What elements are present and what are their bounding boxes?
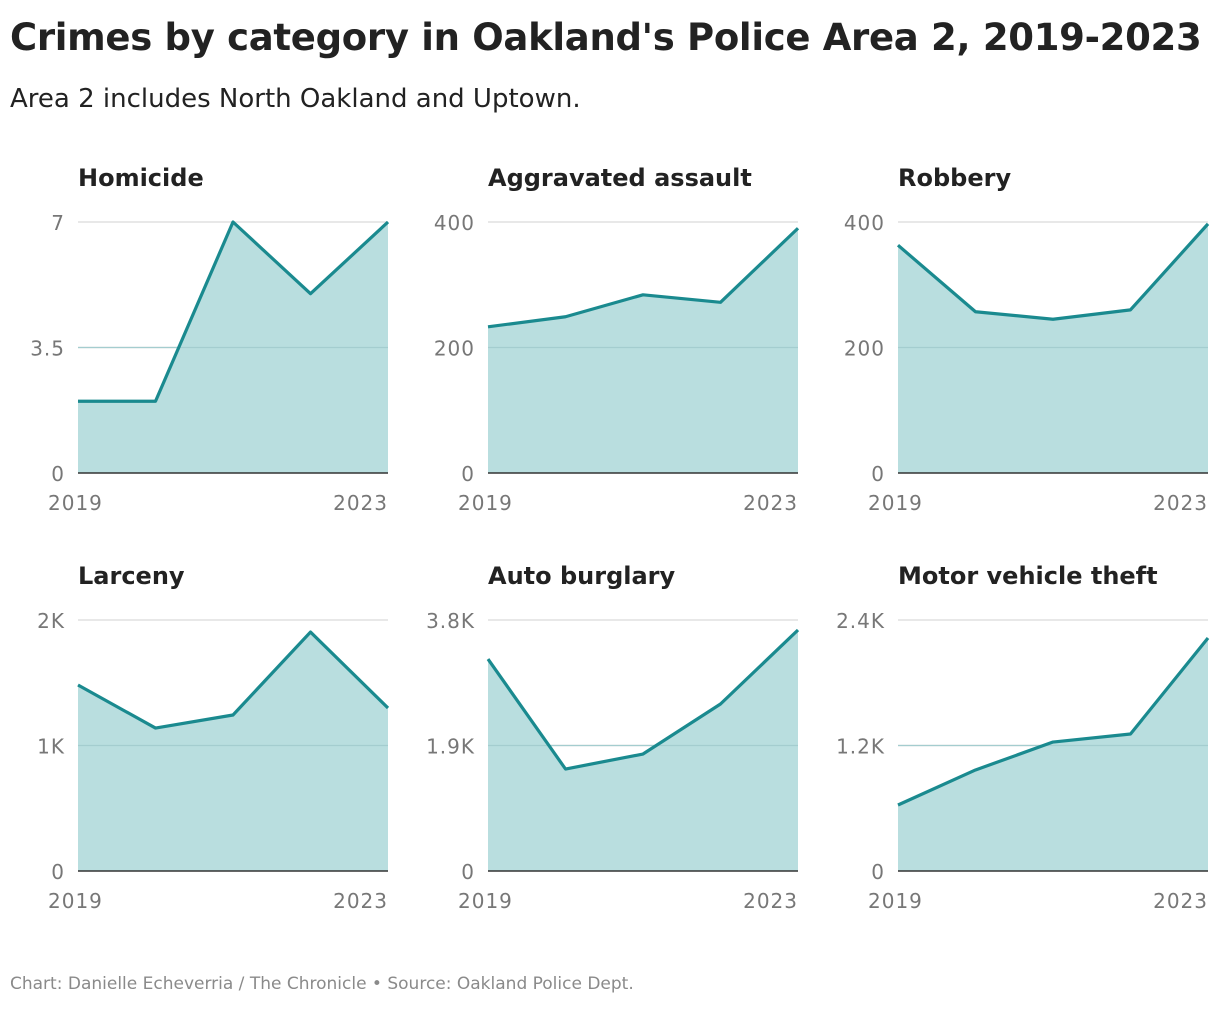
y-tick-label: 1K	[37, 735, 65, 759]
y-tick-label: 0	[461, 860, 475, 884]
y-tick-label: 7	[51, 211, 65, 235]
x-tick-label: 2023	[743, 491, 798, 515]
y-tick-label: 400	[434, 211, 475, 235]
panel-auto-burglary: Auto burglary 0 1.9K 3.8K 2019 2023	[426, 562, 800, 913]
x-tick-label: 2023	[333, 889, 388, 913]
panel-robbery: Robbery 0 200 400 2019 2023	[844, 164, 1210, 515]
y-tick-label: 0	[51, 860, 65, 884]
y-tick-label: 0	[51, 462, 65, 486]
y-tick-label: 3.5	[30, 337, 65, 361]
y-tick-label: 1.2K	[836, 735, 885, 759]
panel-title: Homicide	[78, 164, 204, 192]
x-tick-label: 2023	[1153, 889, 1208, 913]
y-tick-label: 0	[871, 462, 885, 486]
panel-title: Aggravated assault	[488, 164, 752, 192]
y-tick-label: 200	[844, 337, 885, 361]
chart-subtitle: Area 2 includes North Oakland and Uptown…	[10, 84, 581, 114]
panel-homicide: Homicide 0 3.5 7 2019 2023	[30, 164, 390, 515]
y-tick-label: 0	[461, 462, 475, 486]
area-fill	[78, 632, 388, 871]
chart-title: Crimes by category in Oakland's Police A…	[10, 16, 1202, 59]
source-credit: Chart: Danielle Echeverria / The Chronic…	[10, 974, 634, 994]
x-tick-label: 2019	[868, 491, 923, 515]
panel-title: Larceny	[78, 562, 185, 590]
y-tick-label: 400	[844, 211, 885, 235]
panel-motor-vehicle-theft: Motor vehicle theft 0 1.2K 2.4K 2019 2023	[836, 562, 1210, 913]
x-tick-label: 2023	[1153, 491, 1208, 515]
area-fill	[898, 637, 1208, 871]
panel-title: Auto burglary	[488, 562, 676, 590]
y-tick-label: 200	[434, 337, 475, 361]
y-tick-label: 3.8K	[426, 609, 475, 633]
y-tick-label: 2.4K	[836, 609, 885, 633]
x-tick-label: 2019	[48, 491, 103, 515]
x-tick-label: 2019	[868, 889, 923, 913]
area-fill	[488, 228, 798, 473]
y-tick-label: 0	[871, 860, 885, 884]
panel-larceny: Larceny 0 1K 2K 2019 2023	[37, 562, 390, 913]
panel-title: Robbery	[898, 164, 1011, 192]
area-fill	[898, 223, 1208, 473]
x-tick-label: 2023	[333, 491, 388, 515]
panel-title: Motor vehicle theft	[898, 562, 1158, 590]
x-tick-label: 2019	[458, 491, 513, 515]
y-tick-label: 2K	[37, 609, 65, 633]
panel-aggravated-assault: Aggravated assault 0 200 400 2019 2023	[434, 164, 800, 515]
x-tick-label: 2023	[743, 889, 798, 913]
area-fill	[488, 629, 798, 871]
y-tick-label: 1.9K	[426, 735, 475, 759]
x-tick-label: 2019	[458, 889, 513, 913]
x-tick-label: 2019	[48, 889, 103, 913]
